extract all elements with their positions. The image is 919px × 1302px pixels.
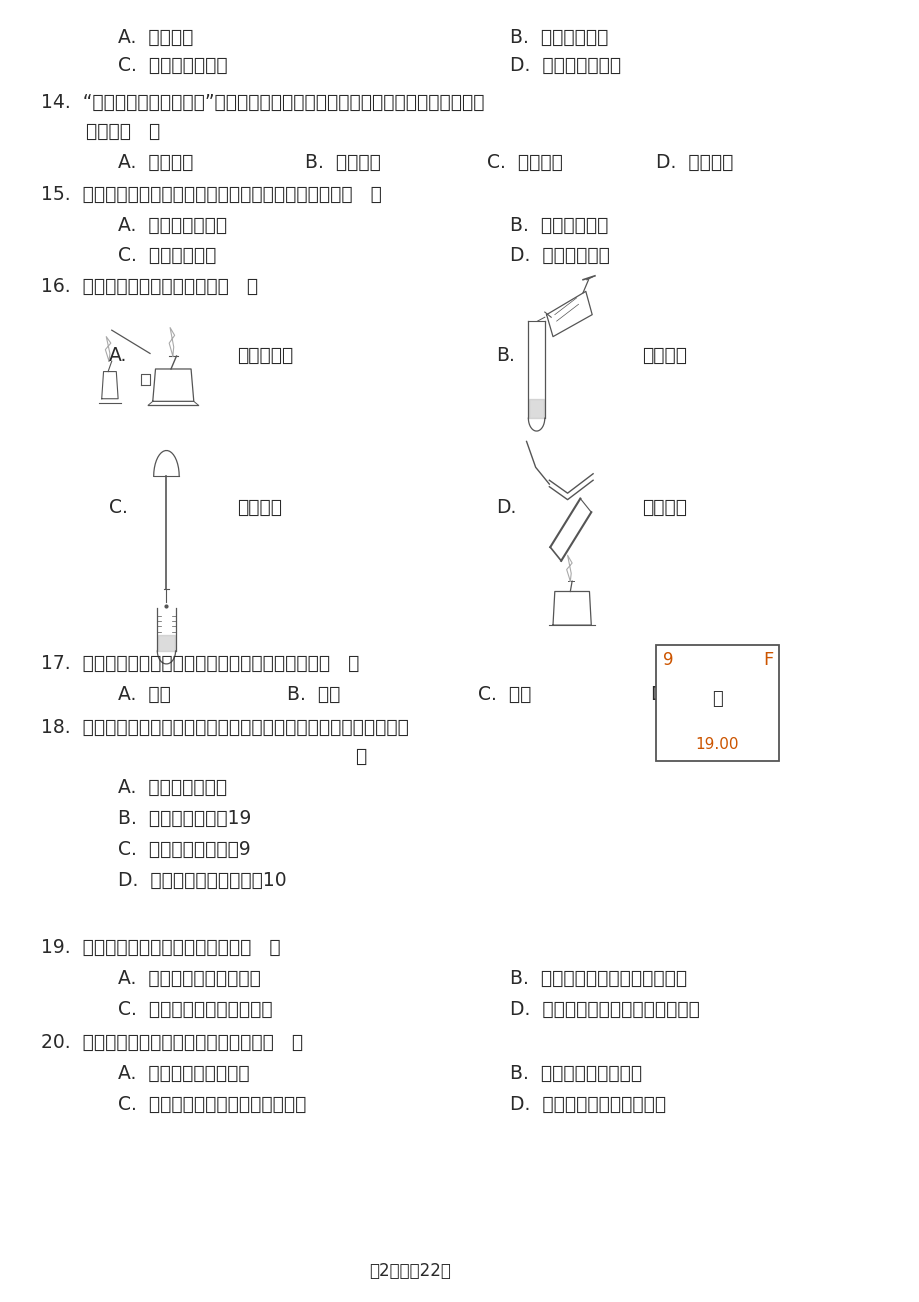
Text: C.  氟原子中质子数为9: C. 氟原子中质子数为9: [118, 840, 251, 859]
Text: B.  分子不断运动: B. 分子不断运动: [510, 27, 607, 47]
Text: 偈倒液体: 偈倒液体: [641, 346, 686, 365]
Text: 19.  下列关于嫁化剂的说法正确的是（   ）: 19. 下列关于嫁化剂的说法正确的是（ ）: [40, 939, 280, 957]
Text: A.  酒精: A. 酒精: [118, 685, 171, 703]
Text: C.  分子之间有间隔: C. 分子之间有间隔: [118, 56, 228, 76]
Text: A.  氟属于金属元素: A. 氟属于金属元素: [118, 777, 227, 797]
Text: 18.  氟元素在元素周期表中的相关信息如图所示。下列说法正确的是（: 18. 氟元素在元素周期表中的相关信息如图所示。下列说法正确的是（: [40, 719, 408, 737]
Text: 点燃酒精灯: 点燃酒精灯: [236, 346, 292, 365]
Text: 15.  炒菜时，油锅中的油不慎起火，最理想的灭火方法是（   ）: 15. 炒菜时，油锅中的油不慎起火，最理想的灭火方法是（ ）: [40, 185, 381, 204]
Text: D.  其它垃圾: D. 其它垃圾: [655, 152, 732, 172]
Text: B.: B.: [496, 346, 515, 365]
Text: F: F: [763, 651, 773, 669]
Text: A.  任何反应都需要嫁化剂: A. 任何反应都需要嫁化剂: [118, 969, 261, 988]
Text: D.  关闭燃气开关: D. 关闭燃气开关: [510, 246, 609, 266]
Text: 9: 9: [663, 651, 673, 669]
Text: 第2页，全22页: 第2页，全22页: [369, 1262, 450, 1280]
Text: D.: D.: [496, 499, 516, 517]
Text: A.: A.: [108, 346, 127, 365]
Text: B.  使用嫁化剂能增加生成物的量: B. 使用嫁化剂能增加生成物的量: [510, 969, 686, 988]
Text: 滴加液体: 滴加液体: [236, 499, 281, 517]
Text: 17.  从环境保护的角度考虑，下列燃料中最理想的是（   ）: 17. 从环境保护的角度考虑，下列燃料中最理想的是（ ）: [40, 654, 358, 673]
Text: 20.  下列关于金属材料的说法，正确的是（   ）: 20. 下列关于金属材料的说法，正确的是（ ）: [40, 1032, 302, 1052]
Text: ）: ）: [355, 747, 366, 766]
Text: 氟: 氟: [711, 690, 722, 708]
Text: B.  铝的导电性比铜的好: B. 铝的导电性比铜的好: [510, 1064, 641, 1083]
Text: D.  分子由原子构成: D. 分子由原子构成: [510, 56, 620, 76]
Text: B.  立即盖上锅盖: B. 立即盖上锅盖: [510, 216, 607, 236]
Text: C.  反应后嫁化剂的质量减少: C. 反应后嫁化剂的质量减少: [118, 1000, 272, 1019]
Text: 加热液体: 加热液体: [641, 499, 686, 517]
Text: C.  氢气: C. 氢气: [478, 685, 531, 703]
Text: A.  黄铜的硬度比铜的小: A. 黄铜的硬度比铜的小: [118, 1064, 249, 1083]
Text: D.  氟原子中核外电子数是10: D. 氟原子中核外电子数是10: [118, 871, 287, 891]
Text: 16.  下列图示实验操作正确的是（   ）: 16. 下列图示实验操作正确的是（ ）: [40, 277, 257, 296]
Text: B.  汽油: B. 汽油: [287, 685, 340, 703]
Text: A.  向锅中撒入沙土: A. 向锅中撒入沙土: [118, 216, 227, 236]
Text: B.  餐厨垃圾: B. 餐厨垃圾: [305, 152, 380, 172]
Text: D.  天然气: D. 天然气: [651, 685, 717, 703]
Text: 19.00: 19.00: [695, 737, 739, 753]
Text: A.  可回收物: A. 可回收物: [118, 152, 193, 172]
Text: B.  氟的原子序数是19: B. 氟的原子序数是19: [118, 809, 251, 828]
FancyBboxPatch shape: [655, 644, 778, 760]
Text: 罐属于（   ）: 罐属于（ ）: [86, 122, 160, 141]
Text: A.  分子很小: A. 分子很小: [118, 27, 193, 47]
Text: D.  锡钓合金的熱点比锡的高: D. 锡钓合金的熱点比锡的高: [510, 1095, 665, 1113]
Text: C.  钓合金的抗腐蚀性能比不锈钙强: C. 钓合金的抗腐蚀性能比不锈钙强: [118, 1095, 306, 1113]
Text: C.  有害垃圾: C. 有害垃圾: [487, 152, 562, 172]
Text: D.  同一个反应的嫁化剂可能有多种: D. 同一个反应的嫁化剂可能有多种: [510, 1000, 699, 1019]
Text: 14.  “绿水青山就是金山銀山”，垃圾分类处理有利于生态文明建设。废弃物中，易拉: 14. “绿水青山就是金山銀山”，垃圾分类处理有利于生态文明建设。废弃物中，易拉: [40, 94, 483, 112]
Text: C.: C.: [108, 499, 128, 517]
Text: C.  向锅中倒入水: C. 向锅中倒入水: [118, 246, 216, 266]
